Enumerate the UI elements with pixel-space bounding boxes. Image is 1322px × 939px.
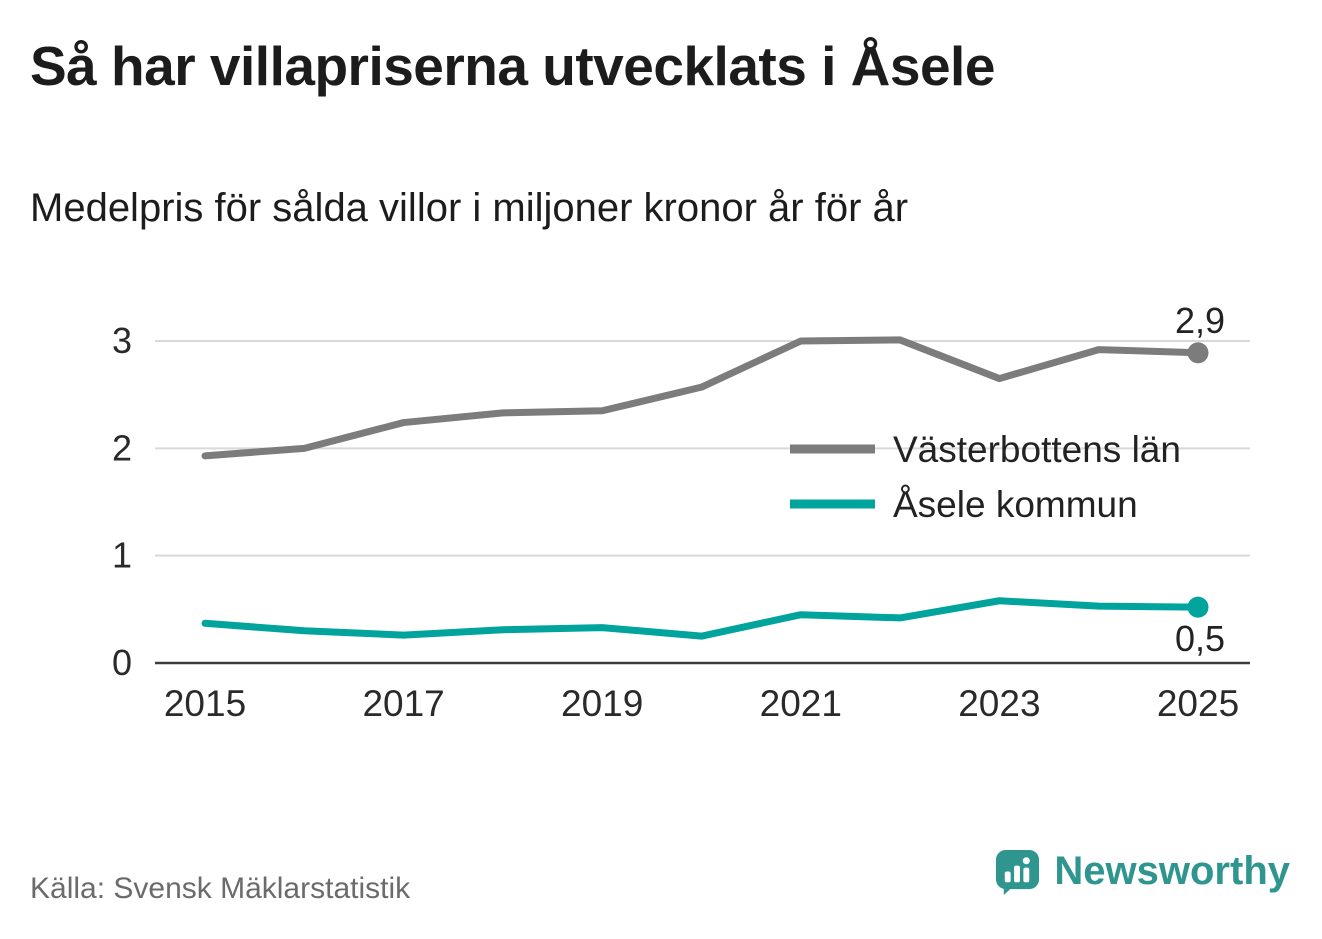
x-tick-label-2025: 2025 (1157, 683, 1239, 724)
x-tick-label-2023: 2023 (958, 683, 1040, 724)
series-line-v-sterbottens-l-n (201, 336, 1202, 460)
legend-label-v-sterbottens-l-n: Västerbottens län (893, 429, 1181, 470)
page-title: Så har villapriserna utvecklats i Åsele (30, 35, 995, 97)
y-tick-label-3: 3 (112, 320, 132, 361)
newsworthy-logo-icon (996, 849, 1040, 895)
series-end-label-v-sterbottens-l-n: 2,9 (1175, 300, 1225, 341)
x-tick-label-2019: 2019 (561, 683, 643, 724)
y-tick-label-2: 2 (112, 427, 132, 468)
series-line-sele-kommun (201, 597, 1202, 640)
chart-subtitle: Medelpris för sålda villor i miljoner kr… (30, 186, 909, 230)
series-end-label-sele-kommun: 0,5 (1175, 618, 1225, 659)
source-note: Källa: Svensk Mäklarstatistik (30, 872, 411, 905)
series-end-dot-sele-kommun (1187, 596, 1209, 618)
x-tick-label-2015: 2015 (164, 683, 246, 724)
newsworthy-logo-text: Newsworthy (1054, 849, 1290, 893)
x-tick-label-2021: 2021 (760, 683, 842, 724)
legend-label-sele-kommun: Åsele kommun (893, 484, 1138, 525)
series-end-dot-v-sterbottens-l-n (1187, 342, 1209, 364)
y-tick-label-1: 1 (112, 535, 132, 576)
newsworthy-logo: Newsworthy (994, 848, 1290, 895)
y-tick-label-0: 0 (112, 642, 132, 683)
x-tick-label-2017: 2017 (362, 683, 444, 724)
